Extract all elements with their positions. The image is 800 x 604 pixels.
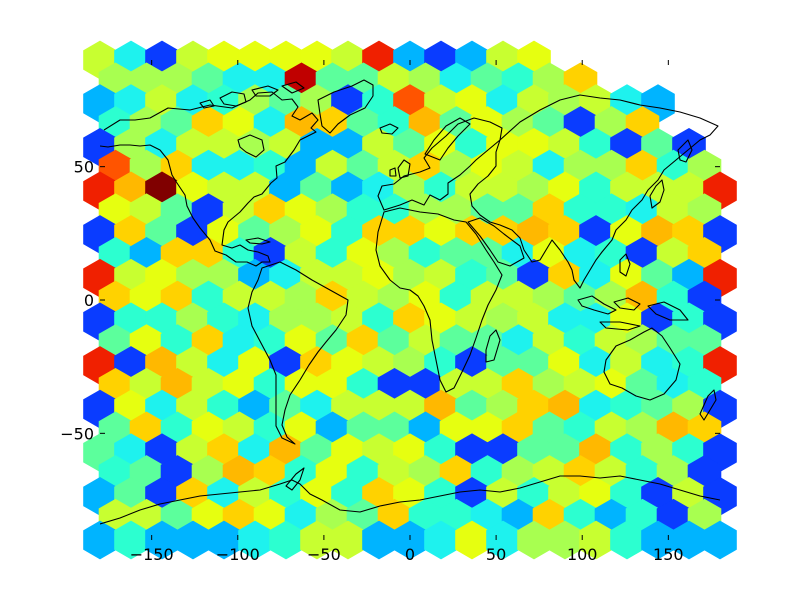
coastline-layer [100,79,720,525]
coastline-south-america [247,261,349,445]
coastline-british-isles [389,159,411,179]
coastline-hudson-bay [237,134,265,158]
x-tick-label: 50 [486,545,506,564]
hexbin-layer [83,40,737,560]
coastline-arctic-islands [199,81,305,109]
coastline-madagascar [485,329,501,363]
x-tick-label: −50 [307,545,341,564]
coastline-north-america [100,91,319,267]
y-tick-label: −50 [60,424,94,443]
coastline-scandinavia [424,117,471,161]
coastline-australia [603,327,681,401]
axes: −150 −100 −50 0 50 100 150 50 0 −50 [60,60,720,564]
coastline-antarctic-peninsula [285,467,305,491]
y-tick-label: 0 [84,291,94,310]
x-tick-label: 100 [567,545,598,564]
coastline-japan [649,179,665,209]
coastline-new-zealand [699,389,717,421]
coastline-indonesia [577,295,689,331]
coastline-arabia [467,217,525,267]
coastline-philippines [619,253,631,277]
coastline-cuba [245,237,271,245]
coastline-antarctica [100,475,720,525]
hexbin-cell [703,520,737,560]
coastline-kamchatka [677,139,693,163]
x-tick-label: −150 [130,545,174,564]
coastline-africa [375,207,503,393]
coastline-greenland [317,79,374,134]
x-tick-label: 0 [405,545,415,564]
coastline-iceland [379,123,399,135]
coastline-europe [377,117,503,211]
x-tick-label: 150 [653,545,684,564]
x-tick-label: −100 [216,545,260,564]
y-tick-label: 50 [74,158,94,177]
coastline-asia [469,94,719,289]
